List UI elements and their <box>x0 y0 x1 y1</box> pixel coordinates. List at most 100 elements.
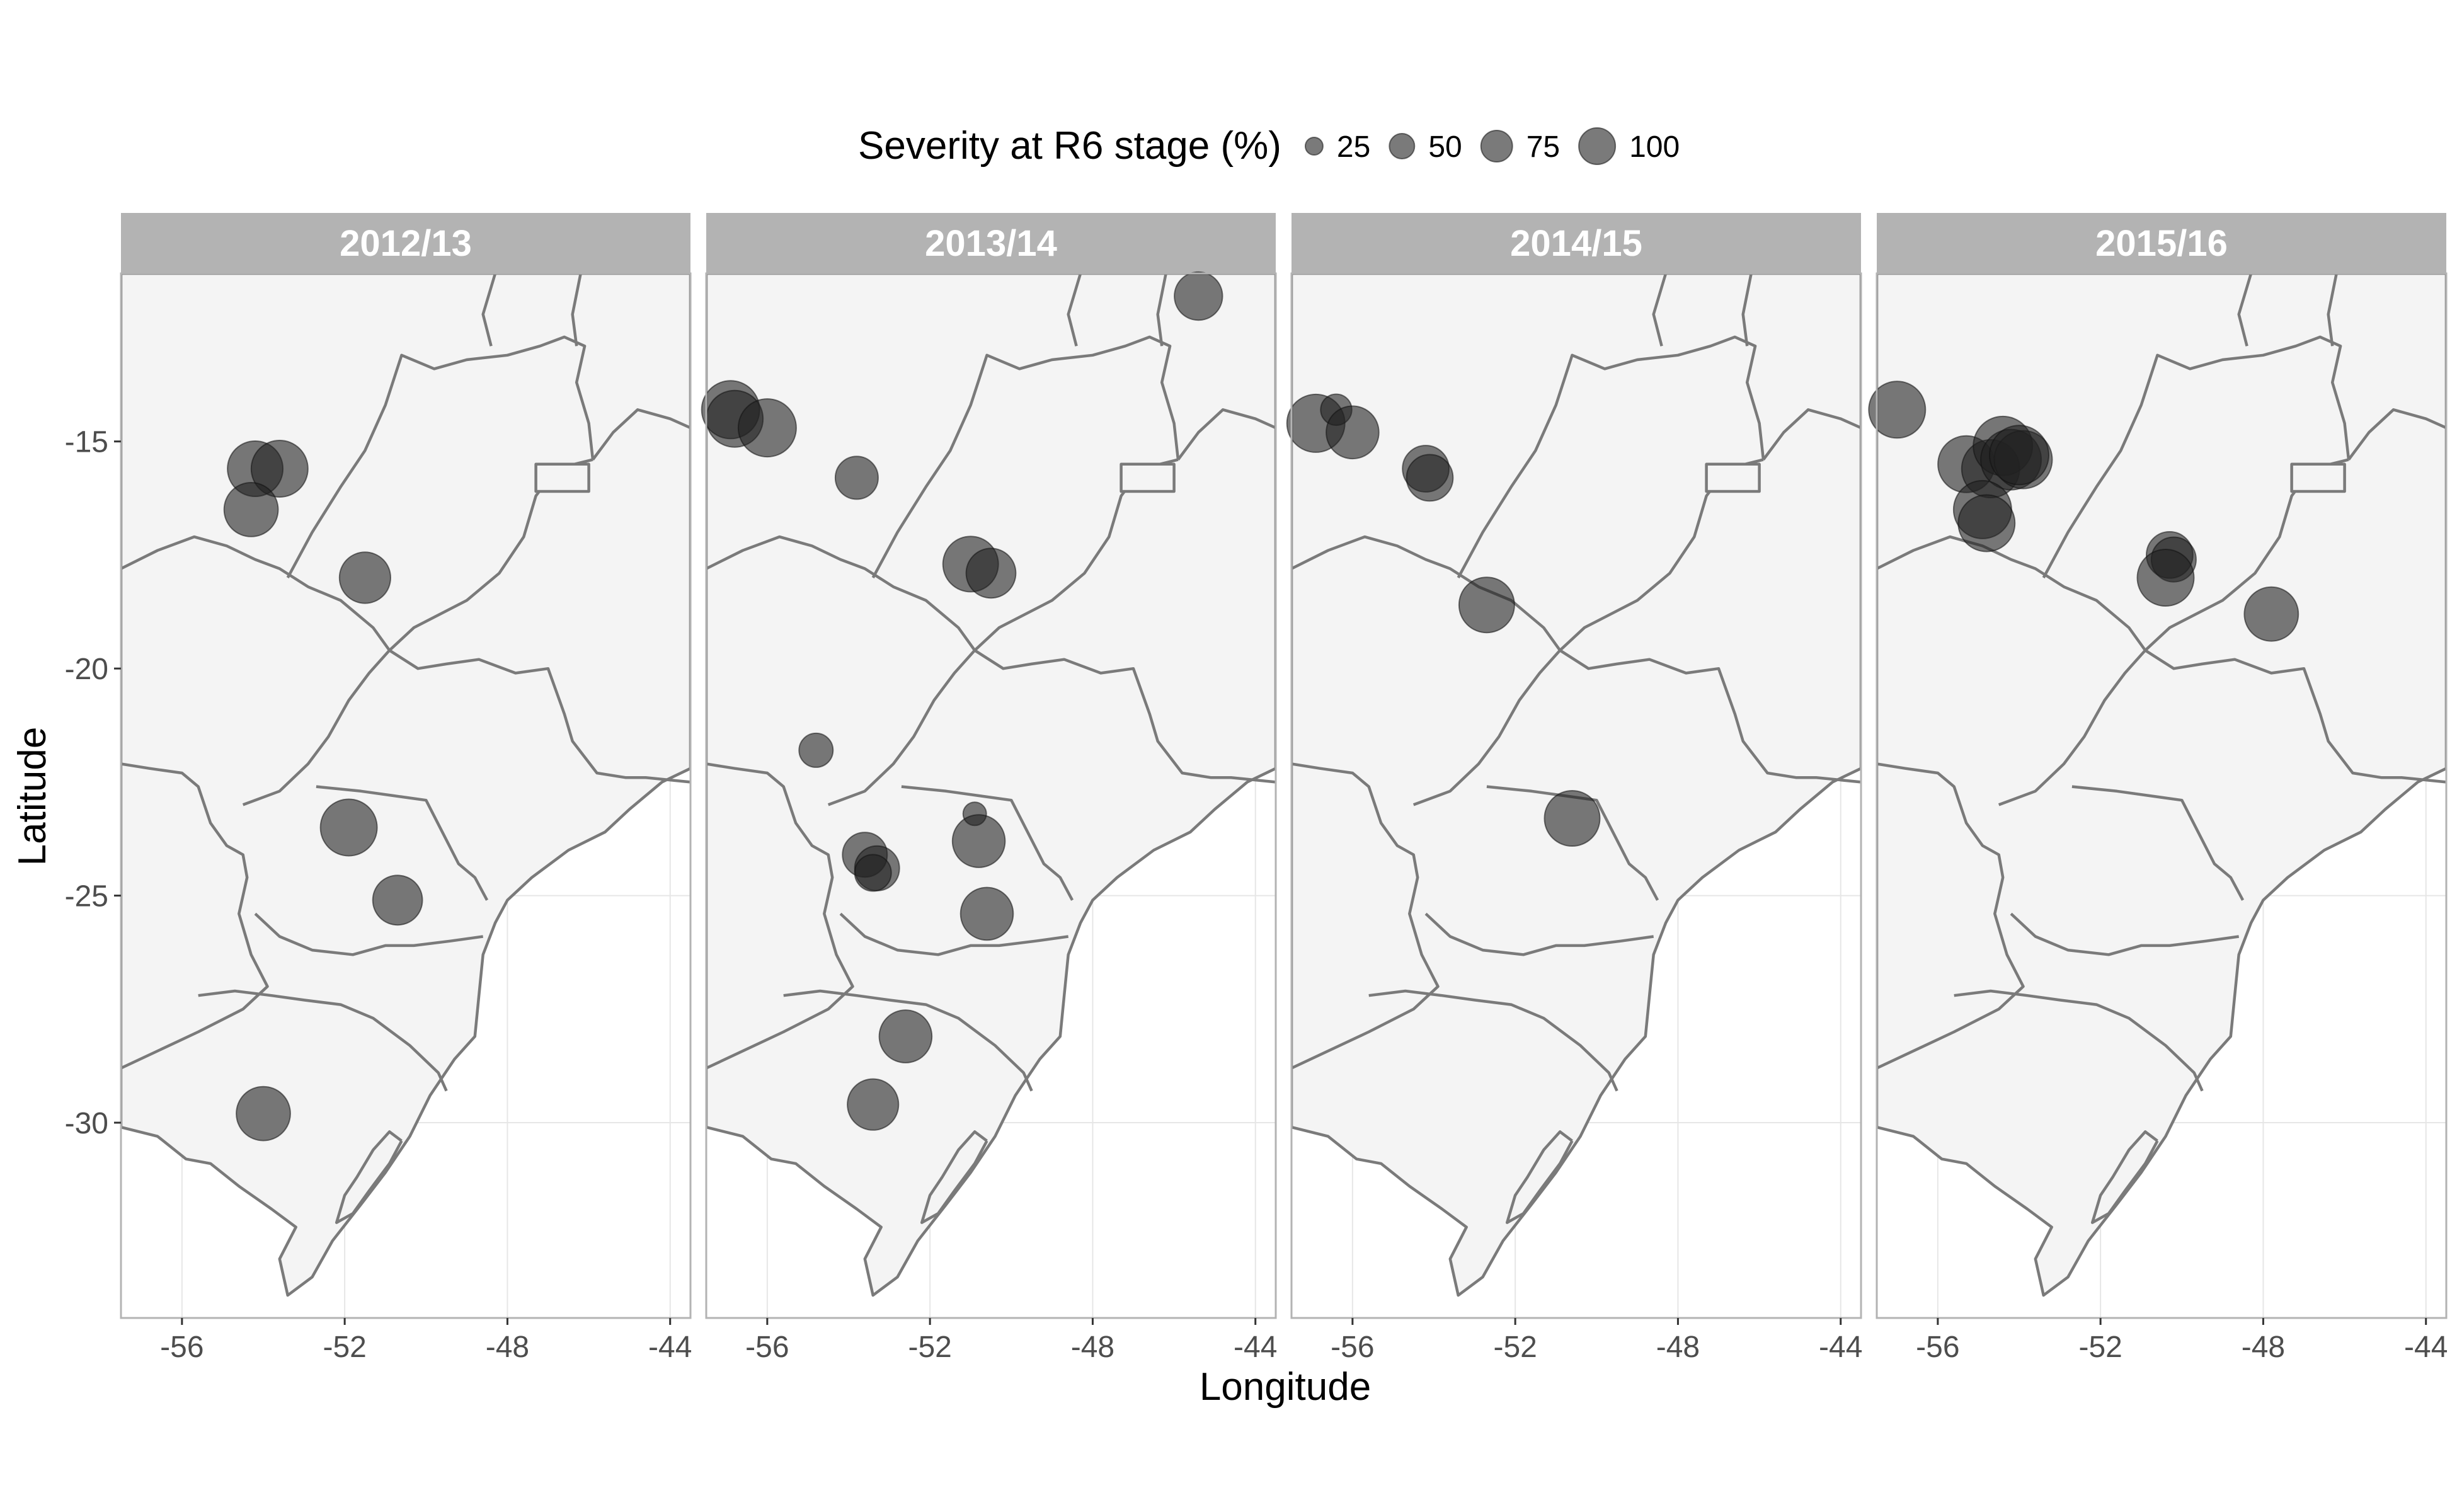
x-tick-label: -52 <box>2078 1331 2122 1364</box>
state-border <box>1457 335 1765 579</box>
facet-panel-4: 2015/16 -56 -52 -48 -44 <box>1868 213 2448 1364</box>
base-map <box>706 273 1276 1297</box>
state-border <box>901 785 1074 901</box>
y-axis: -15 -20 -25 -30 <box>65 426 121 1140</box>
legend-key: 75 <box>1480 130 1560 164</box>
x-tick-label: -56 <box>1331 1331 1374 1364</box>
legend-key-label: 75 <box>1526 130 1560 164</box>
state-border <box>1559 649 1861 784</box>
severity-point <box>1326 405 1380 460</box>
state-border <box>1486 785 1659 901</box>
x-tick-label: -44 <box>648 1331 692 1364</box>
legend-key-circle <box>1389 133 1416 159</box>
legend-key-label: 50 <box>1428 130 1462 164</box>
state-border <box>1954 989 2204 1092</box>
state-border <box>316 785 489 901</box>
severity-point <box>1406 454 1454 502</box>
state-border <box>2071 785 2245 901</box>
legend-key: 100 <box>1578 127 1680 165</box>
base-map <box>1877 273 2446 1297</box>
land-shape <box>1292 273 1861 1297</box>
legend-key: 25 <box>1304 130 1370 164</box>
severity-point <box>372 874 423 926</box>
facet-panel-3: 2014/15 -56 -52 -48 -44 <box>1286 213 1862 1364</box>
x-tick-label: -56 <box>160 1331 203 1364</box>
state-border <box>973 649 1276 784</box>
x-tick-label: -44 <box>2404 1331 2448 1364</box>
state-border <box>2010 912 2240 956</box>
legend-key-label: 100 <box>1629 130 1680 164</box>
legend-key-circle <box>1480 130 1513 163</box>
severity-point <box>959 886 1014 941</box>
state-border <box>1292 535 1562 806</box>
federal-district-outline <box>1120 462 1176 493</box>
state-border <box>198 989 448 1092</box>
x-tick-label: -44 <box>1234 1331 1277 1364</box>
severity-points <box>1286 393 1601 847</box>
severity-point <box>878 1009 933 1063</box>
x-axis-title: Longitude <box>1200 1365 1371 1409</box>
severity-point <box>854 854 892 892</box>
legend-key-label: 25 <box>1337 130 1370 164</box>
state-border <box>1156 273 1167 346</box>
map-panel-area <box>1286 272 1862 1319</box>
lagoon-outline <box>2090 1130 2159 1224</box>
severity-point <box>1544 790 1601 847</box>
state-border <box>839 912 1069 956</box>
legend-title: Severity at R6 stage (%) <box>858 124 1281 168</box>
federal-district-outline <box>1705 462 1761 493</box>
x-tick-label: -52 <box>1493 1331 1537 1364</box>
lagoon-outline <box>920 1130 988 1224</box>
y-tick-label: -30 <box>65 1107 108 1140</box>
state-border <box>1368 989 1618 1092</box>
state-border <box>706 535 976 806</box>
facet-strip-label: 2013/14 <box>925 223 1057 264</box>
state-border <box>1741 273 1753 346</box>
x-tick-label: -44 <box>1819 1331 1862 1364</box>
facet-strip <box>121 213 690 273</box>
legend-key-circle <box>1578 127 1617 165</box>
state-border <box>481 273 497 346</box>
state-border <box>2042 335 2351 579</box>
state-border <box>2347 408 2446 461</box>
state-border <box>1067 273 1082 346</box>
state-border <box>2327 273 2338 346</box>
severity-point <box>847 1078 900 1131</box>
state-border <box>1652 273 1668 346</box>
x-tick-label: -48 <box>1656 1331 1700 1364</box>
severity-point <box>1868 381 1927 439</box>
state-border <box>1762 408 1861 461</box>
y-tick-label: -25 <box>65 880 108 914</box>
state-border <box>121 535 391 806</box>
severity-point <box>250 440 309 498</box>
state-border <box>1177 408 1276 461</box>
severity-point <box>798 732 834 768</box>
severity-point <box>1957 494 2016 553</box>
state-border <box>571 273 582 346</box>
state-border <box>254 912 484 956</box>
facet-panel-1: 2012/13 -56 -52 -48 -44 <box>120 213 692 1364</box>
x-tick-label: -48 <box>486 1331 529 1364</box>
land-shape <box>1877 273 2446 1297</box>
lagoon-outline <box>335 1130 403 1224</box>
lagoon-outline <box>1505 1130 1574 1224</box>
base-map <box>1292 273 1861 1297</box>
panel-border <box>1290 272 1862 1319</box>
x-tick-label: -52 <box>908 1331 951 1364</box>
y-tick-label: -15 <box>65 426 108 459</box>
land-shape <box>706 273 1276 1297</box>
state-border <box>286 335 595 579</box>
federal-district-outline <box>534 462 590 493</box>
state-border <box>1424 912 1654 956</box>
x-tick-label: -48 <box>1071 1331 1114 1364</box>
state-border <box>2144 649 2446 784</box>
state-border <box>2237 273 2253 346</box>
severity-point <box>1458 576 1515 634</box>
x-tick-label: -52 <box>323 1331 366 1364</box>
severity-point <box>319 798 378 857</box>
severity-points <box>1868 381 2300 642</box>
severity-points <box>701 271 1223 1131</box>
severity-point <box>1989 425 2049 486</box>
y-axis-title: Latitude <box>11 727 54 866</box>
